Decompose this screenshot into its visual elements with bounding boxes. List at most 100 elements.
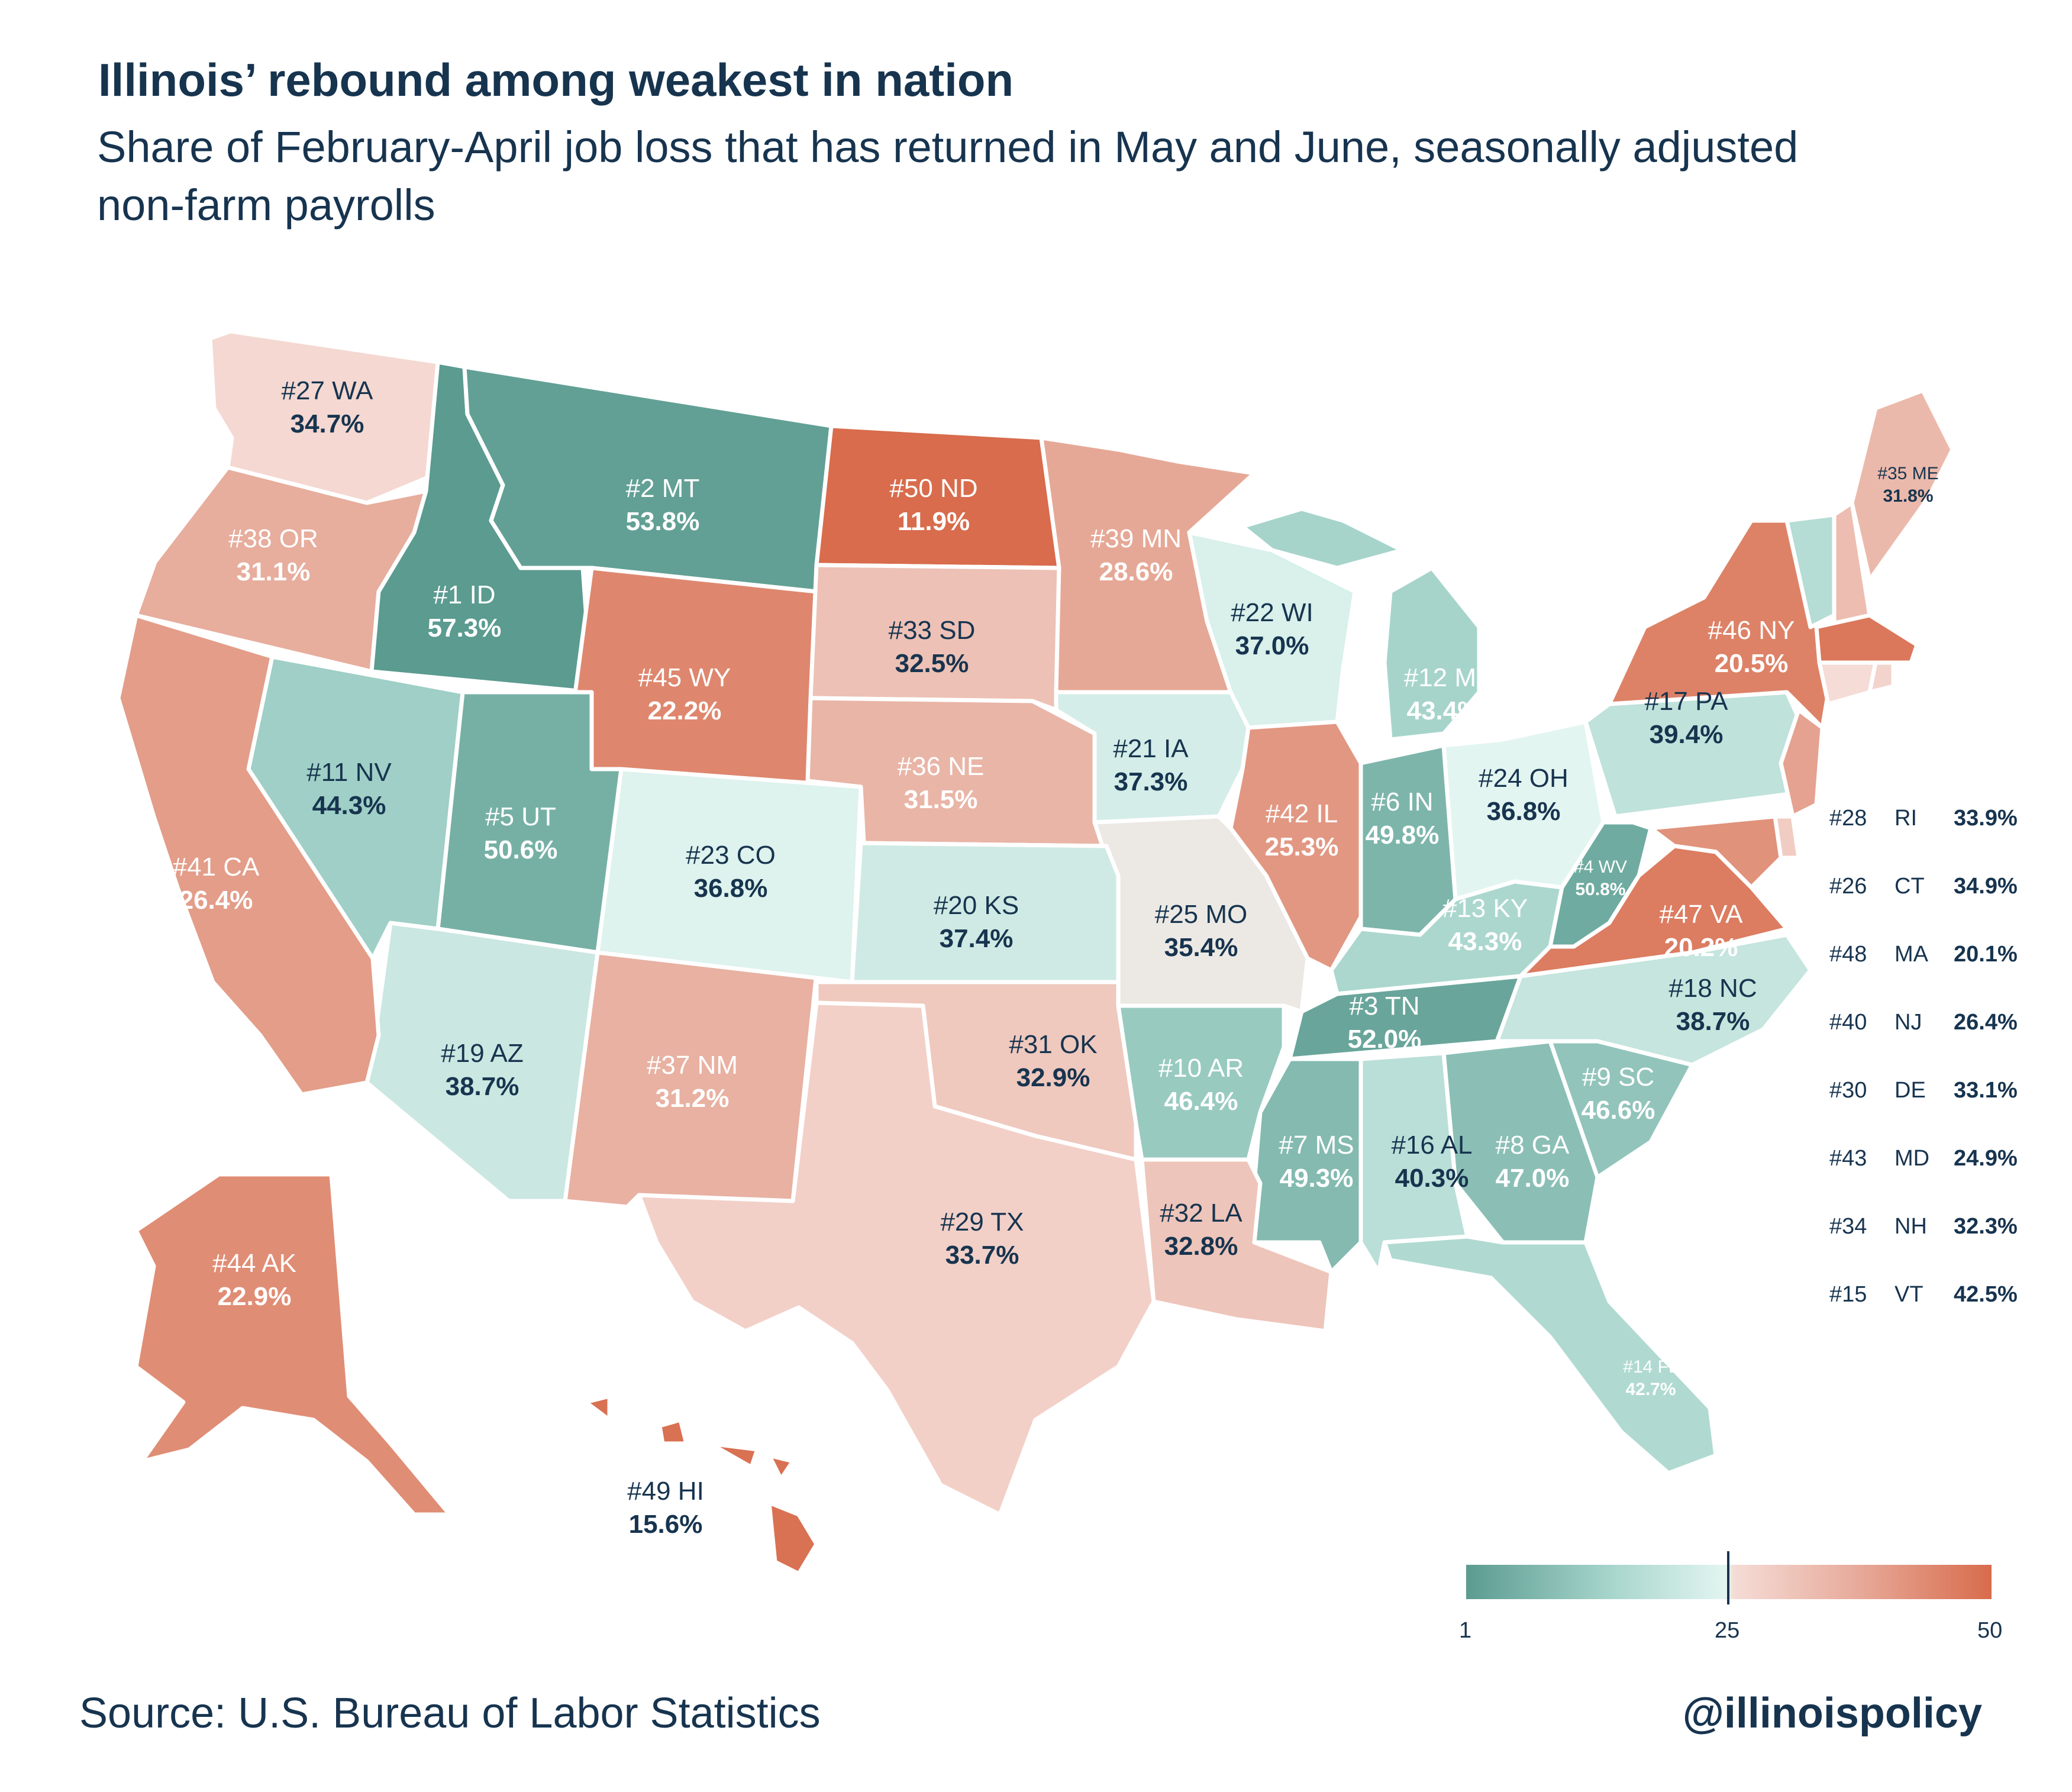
state-rank-text: #12 MI <box>1404 663 1484 692</box>
state-la <box>1140 1157 1334 1333</box>
state-value-text: 50.6% <box>484 835 558 864</box>
state-value-text: 49.3% <box>1280 1164 1354 1193</box>
state-value-text: 34.7% <box>291 409 364 438</box>
state-label-tx: #29 TX 33.7% <box>940 1207 1024 1270</box>
state-label-pa: #17 PA 39.4% <box>1644 687 1728 749</box>
rank-cell: #30 <box>1829 1078 1867 1103</box>
state-label-nc: #18 NC 38.7% <box>1668 974 1757 1036</box>
state-value-text: 22.2% <box>648 696 722 725</box>
state-label-al: #16 AL 40.3% <box>1391 1131 1472 1193</box>
value-cell: 42.5% <box>1954 1282 2018 1307</box>
state-label-ut: #5 UT 50.6% <box>484 802 558 864</box>
state-label-wi: #22 WI 37.0% <box>1231 598 1313 660</box>
state-value-text: 31.8% <box>1883 486 1933 506</box>
state-ms <box>1246 1057 1363 1274</box>
table-row: #28 RI 33.9% <box>1829 806 2042 874</box>
state-label-il: #42 IL 25.3% <box>1265 799 1339 861</box>
state-value-text: 31.2% <box>656 1084 730 1113</box>
state-az <box>364 921 600 1203</box>
state-cell: MA <box>1895 942 1928 967</box>
state-rank-text: #44 AK <box>212 1249 296 1278</box>
state-label-wa: #27 WA 34.7% <box>282 376 374 438</box>
small-states-table: #28 RI 33.9% #26 CT 34.9% #48 MA 20.1% #40 NJ 26… <box>1829 806 2042 1350</box>
state-rank-text: #46 NY <box>1708 616 1795 645</box>
state-rank-text: #1 ID <box>433 580 495 609</box>
state-label-nv: #11 NV 44.3% <box>306 758 392 820</box>
state-label-wy: #45 WY 22.2% <box>638 663 731 725</box>
state-rank-text: #47 VA <box>1659 900 1743 929</box>
state-label-az: #19 AZ 38.7% <box>441 1039 523 1101</box>
state-nj <box>1779 708 1825 819</box>
state-rank-text: #6 IN <box>1371 787 1433 816</box>
state-rank-text: #50 ND <box>889 474 977 503</box>
state-cell: MD <box>1895 1146 1930 1171</box>
state-label-mt: #2 MT 53.8% <box>626 474 700 536</box>
state-value-text: 38.7% <box>1676 1007 1750 1036</box>
state-rank-text: #37 NM <box>647 1051 738 1080</box>
state-label-la: #32 LA 32.8% <box>1160 1199 1242 1261</box>
state-rank-text: #29 TX <box>940 1207 1024 1236</box>
state-label-fl: #14 FL 42.7% <box>1623 1357 1678 1399</box>
state-label-oh: #24 OH 36.8% <box>1479 764 1568 826</box>
state-va <box>1518 844 1789 979</box>
state-rank-text: #11 NV <box>306 758 392 787</box>
state-label-mi: #12 MI 43.4% <box>1404 663 1484 725</box>
state-value-text: 28.6% <box>1099 557 1173 586</box>
state-value-text: 32.5% <box>895 649 969 678</box>
state-il <box>1228 719 1363 973</box>
state-label-hi: #49 HI 15.6% <box>627 1477 704 1539</box>
state-label-nm: #37 NM 31.2% <box>647 1051 738 1113</box>
state-value-text: 44.3% <box>312 791 386 820</box>
state-value-text: 40.3% <box>1395 1164 1469 1193</box>
state-rank-text: #25 MO <box>1155 900 1248 929</box>
state-value-text: 42.7% <box>1625 1380 1676 1399</box>
state-mi <box>1240 506 1482 742</box>
state-ri <box>1867 660 1896 695</box>
state-label-sd: #33 SD 32.5% <box>889 616 976 678</box>
state-rank-text: #41 CA <box>173 853 260 882</box>
state-rank-text: #32 LA <box>1160 1199 1242 1228</box>
state-rank-text: #10 AR <box>1158 1054 1244 1083</box>
map-subtitle: Share of February-April job loss that ha… <box>97 122 1799 230</box>
state-rank-text: #3 TN <box>1349 992 1419 1021</box>
state-rank-text: #24 OH <box>1479 764 1568 793</box>
state-label-ca: #41 CA 26.4% <box>173 853 260 915</box>
value-cell: 33.9% <box>1954 806 2018 831</box>
state-value-text: 32.8% <box>1164 1232 1238 1261</box>
state-nc <box>1495 932 1813 1067</box>
state-label-id: #1 ID 57.3% <box>428 580 502 642</box>
state-label-in: #6 IN 49.8% <box>1366 787 1440 850</box>
state-rank-text: #49 HI <box>627 1477 704 1506</box>
value-cell: 26.4% <box>1954 1010 2018 1035</box>
state-ca <box>116 613 381 1097</box>
state-value-text: 35.4% <box>1164 933 1238 962</box>
state-value-text: 43.4% <box>1407 696 1481 725</box>
state-rank-text: #31 OK <box>1009 1030 1097 1059</box>
value-cell: 20.1% <box>1954 942 2018 967</box>
value-cell: 32.3% <box>1954 1214 2018 1239</box>
table-row: #40 NJ 26.4% <box>1829 1010 2042 1078</box>
state-rank-text: #14 FL <box>1623 1357 1678 1377</box>
state-label-tn: #3 TN 52.0% <box>1348 992 1422 1054</box>
state-nm <box>563 950 819 1209</box>
rank-cell: #48 <box>1829 942 1867 967</box>
state-value-text: 32.9% <box>1016 1063 1090 1092</box>
state-cell: DE <box>1895 1078 1926 1103</box>
state-value-text: 20.2% <box>1664 933 1738 962</box>
state-hi <box>583 1394 819 1576</box>
rank-cell: #28 <box>1829 806 1867 831</box>
table-row: #34 NH 32.3% <box>1829 1214 2042 1282</box>
state-value-text: 37.4% <box>940 924 1014 953</box>
state-rank-text: #36 NE <box>898 752 985 781</box>
state-cell: NH <box>1895 1214 1927 1239</box>
state-label-ar: #10 AR 46.4% <box>1158 1054 1244 1116</box>
state-value-text: 50.8% <box>1575 880 1625 899</box>
legend-mid-label: 25 <box>1715 1618 1740 1643</box>
state-rank-text: #17 PA <box>1644 687 1728 716</box>
state-me <box>1850 388 1955 582</box>
state-label-ky: #13 KY 43.3% <box>1442 894 1528 956</box>
state-tx <box>637 1000 1156 1517</box>
legend-max-label: 50 <box>1977 1618 2003 1643</box>
state-value-text: 36.8% <box>1487 797 1561 826</box>
value-cell: 33.1% <box>1954 1078 2018 1103</box>
